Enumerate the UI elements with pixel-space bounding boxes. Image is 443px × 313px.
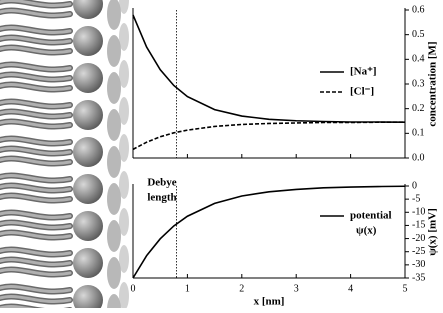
y-tick-label: -10 — [412, 207, 425, 218]
lipid-wisp — [107, 72, 121, 104]
lipid-wisp — [119, 282, 129, 310]
data-line — [132, 121, 405, 151]
lipid-wisp — [119, 208, 129, 236]
y-tick-label: -25 — [412, 246, 425, 257]
lipid-wisp — [107, 0, 121, 30]
lipid-tail — [0, 194, 72, 202]
lipid-wisp — [107, 109, 121, 141]
y-axis-label: concentration [M] — [427, 41, 439, 126]
lipid-tail — [0, 174, 72, 182]
y-axis-label: ψ(x) [mV] — [427, 208, 439, 256]
data-line — [132, 14, 406, 124]
lipid-tail — [0, 285, 72, 293]
lipid-wisp — [119, 60, 129, 88]
x-tick-label: 5 — [403, 283, 408, 294]
lipid-tail — [0, 221, 72, 229]
lipid-wisp — [119, 0, 129, 14]
y-tick-label: -5 — [412, 193, 420, 204]
y-tick-label: 0.5 — [412, 29, 425, 40]
lipid-wisp — [107, 35, 121, 67]
legend-sublabel: ψ(x) — [356, 225, 377, 237]
lipid-tail — [0, 157, 72, 165]
lipid-tail — [0, 268, 72, 276]
lipid-wisp — [107, 183, 121, 215]
lipid-head — [73, 63, 103, 93]
lipid-head — [73, 174, 103, 204]
lipid-wisp — [119, 171, 129, 199]
y-tick-label: -20 — [412, 233, 425, 244]
lipid-tail — [0, 147, 72, 155]
y-tick-label: 0.3 — [412, 78, 425, 89]
lipid-head — [73, 211, 103, 241]
lipid-head — [73, 100, 103, 130]
lipid-tail — [0, 100, 72, 108]
x-tick-label: 0 — [131, 283, 136, 294]
lipid-tail — [0, 231, 72, 239]
lipid-tail — [0, 184, 72, 192]
lipid-tail — [0, 63, 72, 71]
y-tick-label: 0.2 — [412, 103, 425, 114]
y-tick-label: -30 — [412, 259, 425, 270]
lipid-head — [73, 0, 103, 19]
lipid-tail — [0, 295, 72, 303]
lipid-wisp — [119, 23, 129, 51]
lipid-tail — [0, 36, 72, 44]
y-tick-label: 0 — [412, 180, 417, 191]
lipid-head — [73, 285, 103, 313]
x-axis-label: x [nm] — [254, 296, 285, 308]
lipid-head — [73, 137, 103, 167]
lipid-wisp — [119, 245, 129, 273]
legend-label: [Na⁺] — [350, 66, 377, 78]
lipid-tail — [0, 26, 72, 34]
lipid-tail — [0, 83, 72, 91]
lipid-tail — [0, 73, 72, 81]
lipid-head — [73, 248, 103, 278]
lipid-tail — [0, 137, 72, 145]
y-tick-label: -15 — [412, 220, 425, 231]
x-tick-label: 1 — [185, 283, 190, 294]
lipid-wisp — [119, 134, 129, 162]
membrane-illustration — [0, 0, 129, 313]
y-tick-label: 0.0 — [412, 152, 425, 163]
lipid-tail — [0, 211, 72, 219]
lipid-tail — [0, 258, 72, 266]
x-tick-label: 2 — [239, 283, 244, 294]
debye-label: Debye — [147, 177, 176, 189]
y-tick-label: 0.1 — [412, 128, 425, 139]
lipid-tail — [0, 120, 72, 128]
lipid-wisp — [107, 146, 121, 178]
lipid-tail — [0, 110, 72, 118]
y-tick-label: -35 — [412, 272, 425, 283]
y-tick-label: 0.6 — [412, 4, 425, 15]
lipid-wisp — [107, 257, 121, 289]
lipid-wisp — [107, 294, 121, 313]
x-tick-label: 3 — [294, 283, 299, 294]
lipid-head — [73, 26, 103, 56]
legend-label: [Cl⁻] — [350, 86, 374, 98]
lipid-tail — [0, 0, 72, 7]
lipid-wisp — [119, 97, 129, 125]
y-tick-label: 0.4 — [412, 54, 425, 65]
lipid-tail — [0, 9, 72, 17]
lipid-wisp — [107, 220, 121, 252]
legend-label: potential — [350, 210, 392, 222]
x-tick-label: 4 — [348, 283, 353, 294]
lipid-tail — [0, 248, 72, 256]
debye-label: length — [147, 192, 176, 204]
lipid-tail — [0, 46, 72, 54]
data-line — [132, 185, 406, 279]
